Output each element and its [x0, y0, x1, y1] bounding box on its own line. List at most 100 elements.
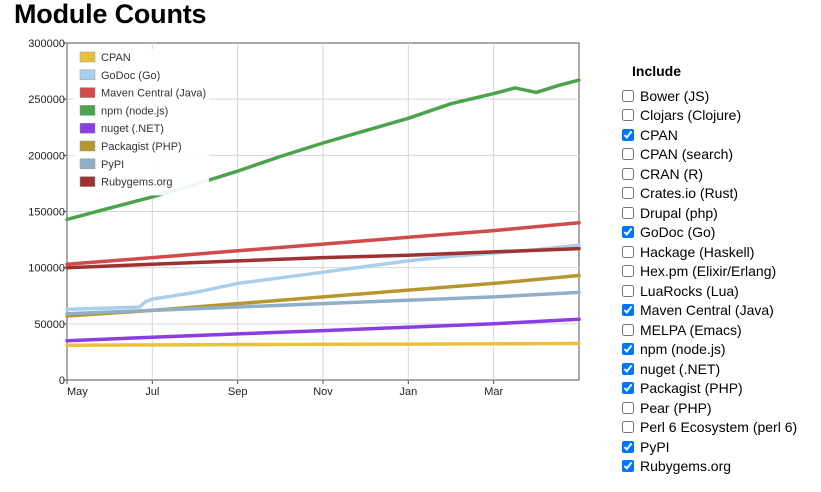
- series-line: [65, 341, 581, 347]
- x-axis: May Jul Sep Nov Jan Mar: [66, 380, 503, 398]
- include-option-label: CPAN: [640, 126, 678, 143]
- legend-label: GoDoc (Go): [101, 70, 160, 82]
- include-checkbox[interactable]: [622, 128, 634, 141]
- include-option-label: Bower (JS): [640, 87, 710, 104]
- series-line: [65, 290, 581, 316]
- y-tick-label: 150000: [28, 207, 65, 219]
- include-option[interactable]: LuaRocks (Lua): [618, 281, 818, 301]
- include-checkbox[interactable]: [622, 187, 634, 200]
- include-option[interactable]: Pear (PHP): [618, 398, 818, 418]
- include-option-label: PyPI: [640, 438, 670, 455]
- legend-label: CPAN: [101, 52, 131, 64]
- include-option[interactable]: Hackage (Haskell): [618, 242, 818, 262]
- include-checkbox[interactable]: [622, 343, 634, 356]
- y-axis: 0 50000 100000 150000 200000 250000 300000: [28, 38, 67, 387]
- include-option-label: Maven Central (Java): [640, 302, 774, 319]
- y-tick-label: 100000: [28, 263, 65, 275]
- include-checkbox[interactable]: [622, 382, 634, 395]
- legend-label: PyPI: [101, 159, 124, 171]
- include-option[interactable]: Hex.pm (Elixir/Erlang): [618, 262, 818, 282]
- include-option[interactable]: Maven Central (Java): [618, 301, 818, 321]
- series-line: [65, 246, 581, 270]
- include-option[interactable]: Perl 6 Ecosystem (perl 6): [618, 418, 818, 438]
- legend: CPAN GoDoc (Go) Maven Central (Java) npm (n…: [74, 49, 209, 196]
- include-option-label: npm (node.js): [640, 341, 726, 358]
- x-tick-label: Jan: [399, 386, 417, 398]
- y-tick-label: 300000: [28, 38, 65, 50]
- include-option-label: Crates.io (Rust): [640, 185, 739, 202]
- y-tick-label: 200000: [28, 150, 65, 162]
- include-checkbox[interactable]: [622, 362, 634, 375]
- include-option[interactable]: Bower (JS): [618, 86, 818, 106]
- include-option-label: Rubygems.org: [640, 458, 732, 475]
- legend-label: npm (node.js): [101, 105, 168, 117]
- include-checkbox[interactable]: [622, 304, 634, 317]
- include-checkbox[interactable]: [622, 206, 634, 219]
- include-option[interactable]: CRAN (R): [618, 164, 818, 184]
- legend-swatch: [79, 176, 96, 187]
- include-option-label: LuaRocks (Lua): [640, 282, 739, 299]
- include-option[interactable]: Drupal (php): [618, 203, 818, 223]
- legend-swatch: [79, 158, 96, 170]
- y-tick-label: 0: [59, 375, 65, 387]
- y-tick-label: 250000: [28, 94, 65, 106]
- include-checkbox[interactable]: [622, 401, 634, 414]
- legend-swatch: [79, 122, 96, 134]
- page-title: Module Counts: [14, 0, 207, 29]
- x-tick-label: Jul: [145, 386, 159, 398]
- include-checkbox[interactable]: [622, 245, 634, 258]
- series-checkbox-list: Bower (JS) Clojars (Clojure) CPAN CPAN (sea…: [618, 86, 818, 476]
- legend-swatch: [79, 51, 96, 63]
- legend-label: nuget (.NET): [101, 123, 164, 135]
- include-option-label: Packagist (PHP): [640, 380, 743, 397]
- include-option-label: GoDoc (Go): [640, 224, 716, 241]
- include-option[interactable]: CPAN (search): [618, 145, 818, 165]
- include-checkbox[interactable]: [622, 167, 634, 180]
- include-option-label: Drupal (php): [640, 204, 718, 221]
- include-option[interactable]: GoDoc (Go): [618, 223, 818, 243]
- legend-swatch: [79, 87, 96, 98]
- y-tick-label: 50000: [34, 319, 65, 331]
- include-option-label: nuget (.NET): [640, 360, 721, 377]
- include-checkbox[interactable]: [622, 265, 634, 278]
- include-checkbox[interactable]: [622, 460, 634, 473]
- legend-background: [74, 49, 209, 196]
- include-option[interactable]: MELPA (Emacs): [618, 320, 818, 340]
- legend-swatch: [79, 69, 96, 81]
- module-counts-chart: 0 50000 100000 150000 200000 250000 300000 May…: [28, 38, 581, 398]
- include-option[interactable]: Packagist (PHP): [618, 379, 818, 399]
- include-checkbox[interactable]: [622, 89, 634, 102]
- legend-label: Rubygems.org: [101, 177, 173, 189]
- include-option[interactable]: Clojars (Clojure): [618, 106, 818, 126]
- include-checkbox[interactable]: [622, 323, 634, 336]
- include-option-label: Perl 6 Ecosystem (perl 6): [640, 419, 798, 436]
- include-option[interactable]: PyPI: [618, 437, 818, 457]
- include-option[interactable]: Rubygems.org: [618, 457, 818, 477]
- include-option[interactable]: npm (node.js): [618, 340, 818, 360]
- include-checkbox[interactable]: [622, 284, 634, 297]
- include-checkbox[interactable]: [622, 440, 634, 453]
- include-checkbox[interactable]: [622, 148, 634, 161]
- include-checkbox[interactable]: [622, 421, 634, 434]
- legend-label: Packagist (PHP): [101, 141, 182, 153]
- include-panel: Include Bower (JS) Clojars (Clojure) CPAN C…: [618, 62, 818, 476]
- x-tick-label: Sep: [228, 386, 248, 398]
- include-title: Include: [632, 63, 682, 79]
- include-option[interactable]: Crates.io (Rust): [618, 184, 818, 204]
- x-tick-label: Mar: [484, 386, 503, 398]
- include-option[interactable]: nuget (.NET): [618, 359, 818, 379]
- x-tick-label: Nov: [313, 386, 333, 398]
- x-tick-label: May: [67, 386, 88, 398]
- include-option-label: Pear (PHP): [640, 399, 712, 416]
- legend-swatch: [79, 105, 96, 116]
- include-option-label: Hackage (Haskell): [640, 243, 755, 260]
- include-checkbox[interactable]: [622, 226, 634, 239]
- include-option-label: Hex.pm (Elixir/Erlang): [640, 263, 777, 280]
- legend-label: Maven Central (Java): [101, 88, 206, 100]
- include-option-label: CPAN (search): [640, 146, 734, 163]
- include-checkbox[interactable]: [622, 109, 634, 122]
- include-option[interactable]: CPAN: [618, 125, 818, 145]
- legend-swatch: [79, 140, 96, 152]
- include-option-label: MELPA (Emacs): [640, 321, 742, 338]
- series-line: [65, 317, 581, 343]
